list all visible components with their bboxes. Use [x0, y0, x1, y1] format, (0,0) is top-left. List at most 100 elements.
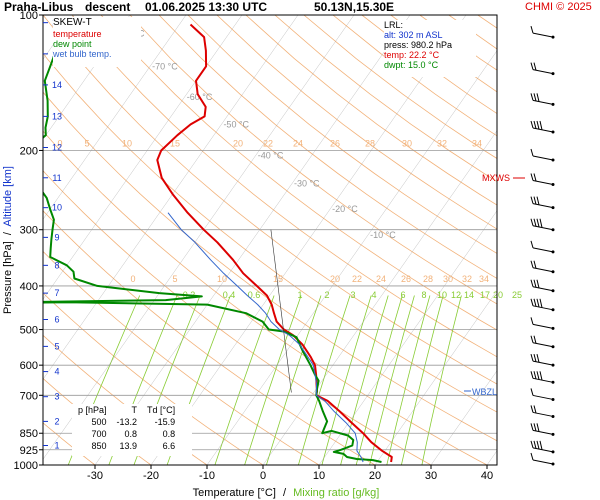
- dry-adiabat-line: [43, 15, 497, 385]
- isotherm-label: -50 °C: [223, 119, 249, 129]
- chart-title-coords: 50.13N,15.30E: [314, 0, 395, 14]
- dry-adiabat-line: [216, 15, 497, 230]
- wind-barb-dot: [551, 462, 555, 466]
- wind-barb: [530, 260, 555, 274]
- altitude-tick-label: 2: [54, 416, 59, 426]
- plot-background: [43, 15, 497, 465]
- p-tick-label: 500: [20, 325, 38, 337]
- mixing-ratio-label: 0.6: [248, 290, 261, 300]
- chart-title-datetime: 01.06.2025 13:30 UTC: [145, 0, 268, 14]
- wind-barb-flag: [530, 148, 534, 157]
- isotherm-label: -30 °C: [294, 179, 320, 189]
- p-tick-label: 1000: [14, 460, 38, 472]
- wind-barb-flag: [533, 260, 537, 269]
- levels-table: p [hPa] T Td [°C] 500 -13.2 -15.9 700 0.…: [72, 404, 192, 456]
- legend: SKEW-T temperature dew point wet bulb te…: [53, 17, 141, 67]
- wind-barb-flag: [536, 371, 540, 380]
- wind-barb-dot: [551, 228, 555, 232]
- levels-cell: 500: [91, 417, 107, 427]
- legend-item-dewpoint: dew point: [53, 39, 92, 49]
- p-tick-label: 850: [20, 428, 38, 440]
- wind-barb-staff: [532, 225, 554, 231]
- p-tick-label: 925: [20, 445, 38, 457]
- x-tick-label: -30: [87, 470, 103, 482]
- wind-barb: [530, 452, 555, 466]
- p-tick-label: 700: [20, 390, 38, 402]
- wind-barb: [530, 405, 555, 418]
- wind-barb: [530, 62, 555, 76]
- levels-col-pressure: p [hPa]: [78, 405, 107, 415]
- lrl-info-box: LRL: alt: 302 m ASL press: 980.2 hPa tem…: [384, 20, 476, 77]
- isotherm-label: -40 °C: [258, 150, 284, 160]
- wind-barb: [530, 423, 555, 436]
- x-tick-label: 20: [369, 470, 381, 482]
- isotherm-line: [150, 15, 467, 465]
- altitude-tick-label: 8: [54, 260, 59, 270]
- wind-barb-staff: [532, 447, 554, 453]
- dry-adiabat-line: [158, 15, 497, 279]
- wind-barb-flag: [539, 440, 543, 450]
- mixing-ratio-label: 8: [421, 290, 426, 300]
- wind-barb-flag: [533, 279, 537, 288]
- dry-adiabat-label: 24: [376, 274, 386, 284]
- dewpoint-line: [43, 18, 382, 463]
- wind-barb-staff: [532, 342, 554, 348]
- dry-adiabat-label: 30: [443, 274, 453, 284]
- levels-cell: 700: [91, 429, 107, 439]
- wind-barb-staff: [532, 323, 554, 329]
- wind-barb: [530, 317, 555, 330]
- dry-adiabat-line: [100, 15, 497, 331]
- wind-barb-flag: [539, 218, 543, 228]
- levels-col-dewpoint: Td [°C]: [147, 405, 176, 415]
- wind-barb-flag: [533, 440, 537, 449]
- lrl-dewpoint: dwpt: 15.0 °C: [384, 60, 439, 70]
- dry-adiabat-label: 15: [170, 138, 180, 148]
- wind-barb-staff: [532, 69, 554, 75]
- wind-barb-staff: [532, 411, 554, 417]
- isotherm-line: [543, 15, 600, 465]
- wind-barb-dot: [551, 450, 555, 454]
- isotherm-line: [43, 15, 187, 220]
- dry-adiabat-label: 5: [84, 138, 89, 148]
- wind-barb: [530, 173, 555, 186]
- wind-barb-staff: [532, 429, 554, 435]
- altitude-tick-label: 13: [52, 111, 62, 121]
- wind-barb-flag: [530, 218, 534, 226]
- x-tick-label: -20: [143, 470, 159, 482]
- legend-item-wetbulb: wet bulb temp.: [53, 49, 112, 59]
- dry-adiabat-label: 10: [122, 138, 132, 148]
- wind-barb-dot: [551, 206, 555, 210]
- wind-barb-dot: [551, 270, 555, 274]
- wind-barb-staff: [532, 32, 554, 38]
- dry-adiabat-label: 32: [437, 138, 447, 148]
- profile-layer: [43, 18, 393, 463]
- dry-adiabat-label: 5: [172, 274, 177, 284]
- levels-cell: 0.8: [162, 429, 176, 439]
- wind-barb-flag: [530, 335, 534, 343]
- wind-barb-flag: [530, 93, 534, 101]
- p-tick-label: 200: [20, 145, 38, 157]
- mixing-ratio-label: 0.4: [223, 290, 236, 300]
- wind-barb-flag: [536, 120, 540, 130]
- altitude-tick-label: 4: [54, 367, 59, 377]
- wind-barb-dot: [551, 345, 555, 349]
- wind-barb-dot: [551, 102, 555, 106]
- altitude-tick-label: 14: [52, 80, 62, 90]
- wbzl-marker-label: WBZL: [472, 387, 497, 397]
- wind-barb-column: [530, 26, 555, 466]
- wind-barb: [530, 279, 555, 293]
- mixing-ratio-label: 14: [464, 290, 474, 300]
- isotherm-line: [262, 130, 497, 465]
- copyright-label: CHMI © 2025: [525, 1, 592, 13]
- wind-barb-staff: [532, 394, 554, 400]
- temperature-line: [156, 23, 393, 463]
- wind-barb-flag: [536, 279, 540, 289]
- wind-barb: [530, 148, 555, 162]
- wind-barb-flag: [533, 423, 537, 432]
- mixing-ratio-label: 1: [297, 290, 302, 300]
- isotherm-line: [318, 210, 497, 465]
- isotherm-line: [94, 15, 411, 465]
- mixing-ratio-label: 20: [493, 290, 503, 300]
- wind-barb-dot: [551, 130, 555, 134]
- wind-barb-flag: [530, 354, 534, 362]
